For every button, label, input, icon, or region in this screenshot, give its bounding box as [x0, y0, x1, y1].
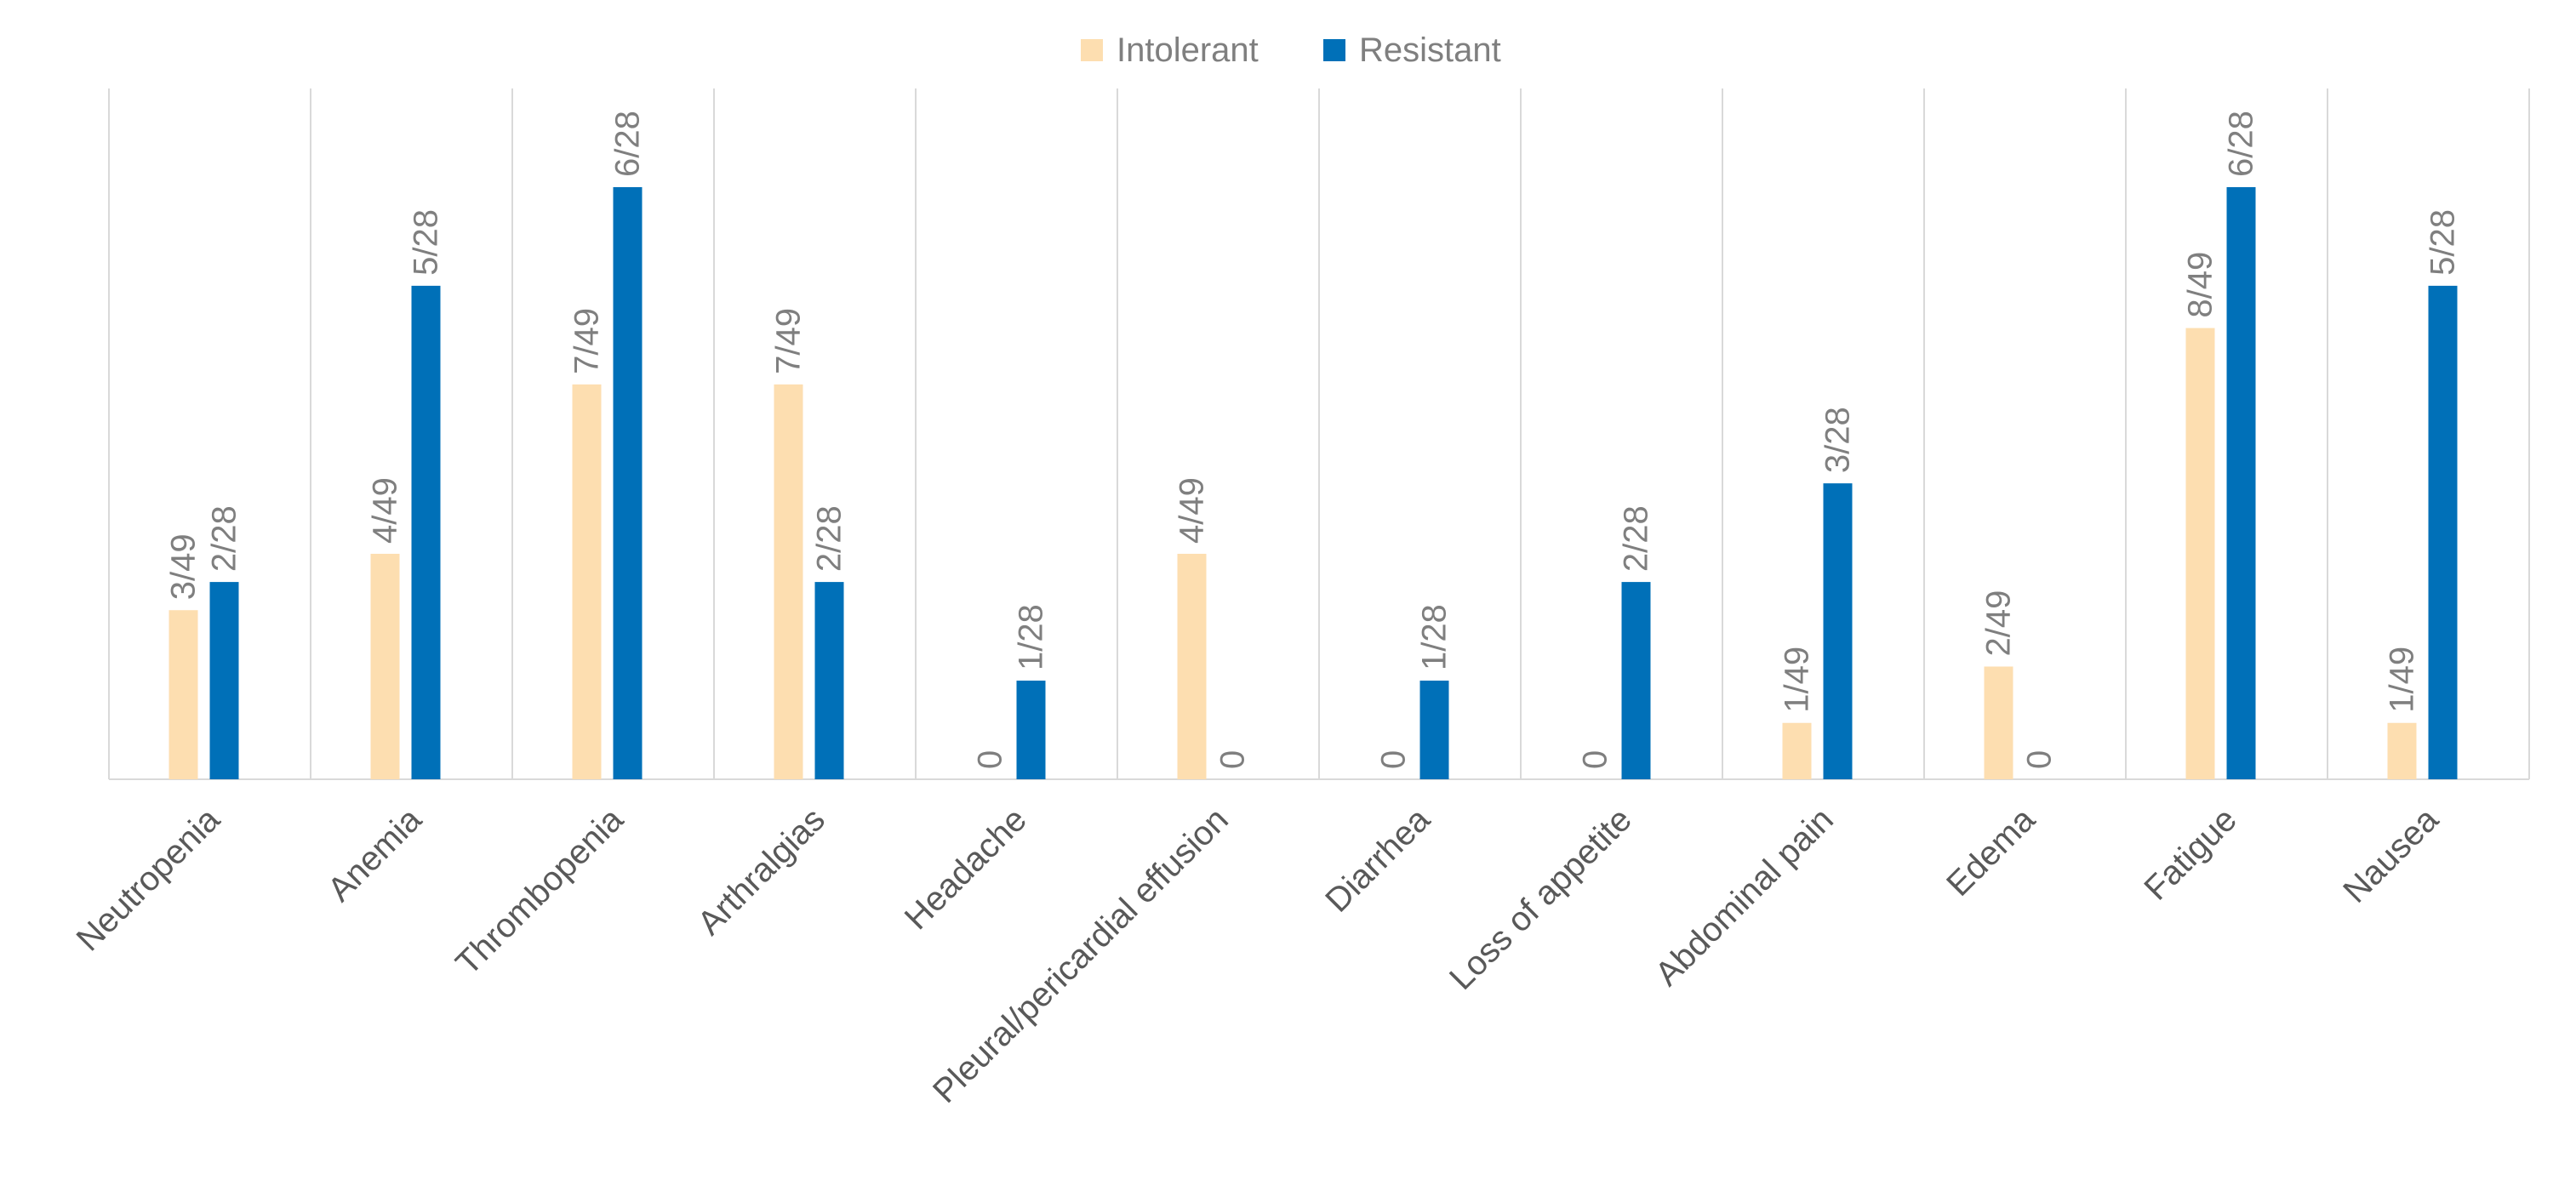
- plot-area: 3/49 2/28Neutropenia4/495/28Anemia7/496/2…: [70, 88, 2530, 1110]
- x-tick-label: Fatigue: [2137, 801, 2243, 907]
- data-label-intolerant: 8/49: [2182, 252, 2219, 318]
- bar-resistant: [613, 186, 643, 779]
- data-label-resistant: 2/28: [811, 505, 848, 572]
- bar-intolerant: [774, 384, 803, 779]
- bar-intolerant: [370, 553, 400, 779]
- bar-resistant: [814, 582, 844, 779]
- data-label-intolerant: 7/49: [770, 308, 808, 374]
- data-label-intolerant: 1/49: [1779, 647, 1816, 713]
- x-tick-label: Diarrhea: [1318, 801, 1437, 920]
- bar-resistant: [2428, 285, 2458, 779]
- bar-intolerant: [1177, 553, 1207, 779]
- data-label-intolerant: 7/49: [568, 308, 606, 374]
- bar-resistant: [209, 582, 239, 779]
- bar-intolerant: [168, 610, 198, 779]
- bar-intolerant: [572, 384, 602, 779]
- bar-intolerant: [2387, 722, 2417, 779]
- x-tick-label: Thrombopenia: [448, 801, 631, 983]
- data-label-resistant: 3/28: [1819, 407, 1857, 473]
- data-label-intolerant: 0: [1375, 750, 1413, 769]
- x-tick-label: Abdominal pain: [1648, 801, 1841, 993]
- data-label-intolerant: 3/49: [165, 533, 203, 600]
- data-label-resistant: 6/28: [2223, 111, 2260, 177]
- data-label-resistant: 0: [2021, 750, 2059, 769]
- legend-swatch-intolerant: [1081, 39, 1103, 61]
- bar-resistant: [2226, 186, 2256, 779]
- bar-intolerant: [1782, 722, 1812, 779]
- bar-resistant: [411, 285, 441, 779]
- data-label-intolerant: 4/49: [367, 477, 404, 544]
- x-tick-label: Edema: [1939, 801, 2042, 903]
- legend-swatch-resistant: [1323, 39, 1345, 61]
- data-label-resistant: 6/28: [609, 111, 647, 177]
- data-label-intolerant: 0: [972, 750, 1009, 769]
- legend-label-intolerant: Intolerant: [1117, 31, 1259, 69]
- x-tick-label: Neutropenia: [70, 801, 228, 959]
- data-label-resistant: 2/28: [206, 505, 243, 572]
- x-tick-label: Anemia: [321, 801, 430, 909]
- data-label-resistant: 0: [1214, 750, 1252, 769]
- bar-resistant: [1621, 582, 1651, 779]
- data-label-intolerant: 4/49: [1174, 477, 1211, 544]
- bar-resistant: [1823, 483, 1853, 779]
- x-tick-label: Arthralgias: [691, 801, 832, 942]
- x-tick-label: Nausea: [2336, 801, 2446, 910]
- x-tick-label: Loss of appetite: [1442, 801, 1639, 997]
- data-label-resistant: 5/28: [2425, 209, 2462, 276]
- data-label-resistant: 1/28: [1416, 604, 1454, 670]
- data-label-intolerant: 0: [1577, 750, 1614, 769]
- bar-resistant: [1016, 681, 1046, 779]
- legend: Intolerant Resistant: [1081, 31, 1501, 69]
- data-label-intolerant: 1/49: [2384, 647, 2421, 713]
- bar-intolerant: [2185, 328, 2215, 780]
- bar-intolerant: [1984, 666, 2013, 779]
- data-label-resistant: 2/28: [1618, 505, 1655, 572]
- data-label-resistant: 5/28: [408, 209, 445, 276]
- x-tick-label: Headache: [898, 801, 1034, 937]
- bar-resistant: [1419, 681, 1449, 779]
- data-label-resistant: 1/28: [1013, 604, 1050, 670]
- data-label-intolerant: 2/49: [1980, 590, 2018, 657]
- legend-label-resistant: Resistant: [1359, 31, 1501, 69]
